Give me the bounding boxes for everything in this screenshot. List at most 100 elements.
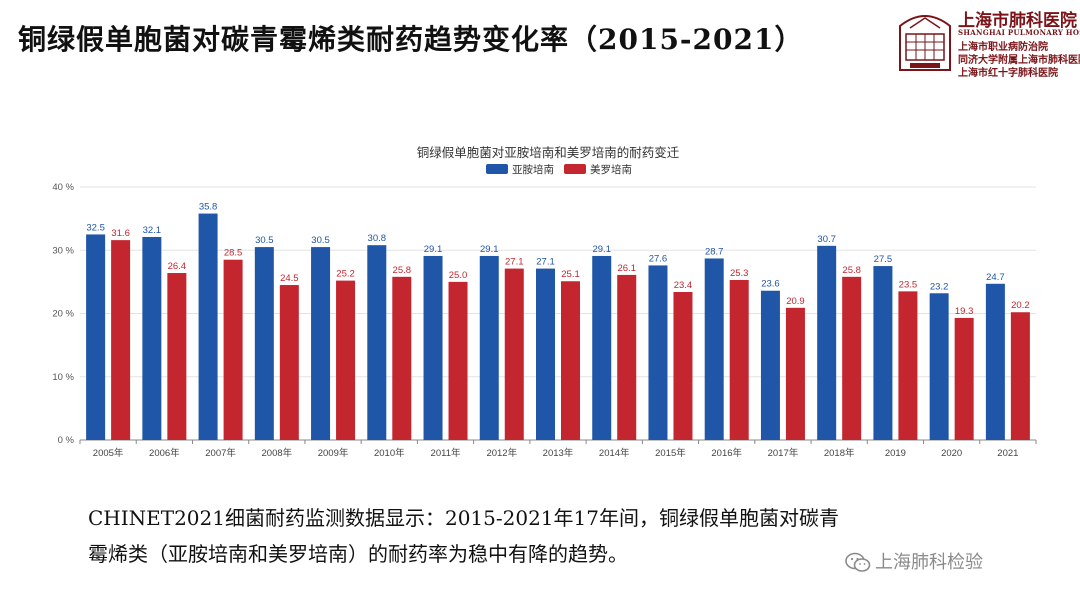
bar-meropenem: [279, 285, 299, 440]
x-tick-label: 2006年: [149, 447, 180, 459]
bar-meropenem: [448, 281, 468, 440]
bar-imipenem: [367, 245, 387, 440]
bar-imipenem: [311, 247, 331, 440]
bar-meropenem: [223, 259, 243, 440]
data-label: 32.5: [86, 222, 105, 233]
y-tick-label: 10 %: [52, 372, 74, 383]
bar-meropenem: [617, 274, 637, 440]
data-label: 31.6: [111, 228, 130, 239]
bar-imipenem: [704, 258, 724, 440]
data-label: 30.8: [368, 233, 387, 244]
legend-swatch-2: [564, 164, 586, 174]
data-label: 19.3: [955, 306, 974, 317]
bar-imipenem: [198, 213, 218, 440]
bar-imipenem: [985, 283, 1005, 440]
bar-meropenem: [954, 317, 974, 440]
data-label: 35.8: [199, 202, 218, 213]
bar-imipenem: [817, 245, 837, 440]
data-label: 27.1: [536, 257, 555, 268]
x-tick-label: 2013年: [543, 447, 574, 459]
x-tick-label: 2021: [997, 448, 1018, 459]
data-label: 25.2: [336, 269, 355, 280]
legend-label-2: 美罗培南: [590, 163, 632, 176]
watermark-text: 上海肺科检验: [875, 552, 983, 573]
data-label: 27.5: [874, 254, 893, 265]
y-tick-label: 40 %: [52, 182, 74, 193]
data-label: 20.9: [786, 296, 805, 307]
data-label: 23.5: [899, 279, 918, 290]
hospital-logo: 上海市肺科医院 SHANGHAI PULMONARY HOSPITAL 上海市职…: [896, 4, 1080, 79]
data-label: 25.0: [449, 270, 468, 281]
x-tick-label: 2018年: [824, 447, 855, 459]
bar-imipenem: [929, 293, 949, 440]
bar-imipenem: [536, 268, 555, 440]
x-tick-label: 2015年: [655, 447, 686, 459]
data-label: 27.1: [505, 257, 524, 268]
data-label: 25.3: [730, 268, 749, 279]
logo-name-cn: 上海市肺科医院: [958, 11, 1077, 31]
data-label: 23.6: [761, 279, 780, 290]
bar-meropenem: [673, 291, 693, 440]
bar-meropenem: [336, 280, 356, 440]
caption-line-1: CHINET2021细菌耐药监测数据显示：2015-2021年17年间，铜绿假单…: [88, 506, 839, 530]
bar-meropenem: [729, 279, 749, 440]
watermark: 上海肺科检验: [845, 548, 983, 574]
caption-line-2: 霉烯类（亚胺培南和美罗培南）的耐药率为稳中有降的趋势。: [88, 542, 628, 566]
bar-meropenem: [842, 276, 862, 440]
x-tick-label: 2019: [885, 448, 906, 459]
x-tick-label: 2009年: [318, 447, 349, 459]
logo-name-en: SHANGHAI PULMONARY HOSPITAL: [958, 28, 1080, 37]
wechat-icon: [845, 552, 871, 572]
bar-meropenem: [1010, 312, 1030, 440]
data-label: 26.1: [617, 263, 636, 274]
x-tick-label: 2010年: [374, 447, 405, 459]
y-tick-label: 20 %: [52, 309, 74, 320]
data-label: 26.4: [168, 261, 187, 272]
x-tick-label: 2008年: [262, 447, 293, 459]
data-label: 32.1: [143, 225, 162, 236]
data-label: 23.4: [674, 280, 693, 291]
x-tick-label: 2017年: [768, 447, 799, 459]
logo-line-2: 同济大学附属上海市肺科医院: [958, 55, 1080, 66]
bar-imipenem: [423, 255, 443, 440]
hospital-emblem-icon: [899, 15, 951, 71]
data-label: 25.1: [561, 269, 580, 280]
data-label: 30.5: [255, 235, 274, 246]
bar-imipenem: [760, 290, 780, 440]
data-label: 24.7: [986, 272, 1005, 283]
x-tick-label: 2020: [941, 448, 962, 459]
x-tick-label: 2014年: [599, 447, 630, 459]
slide-title: 铜绿假单胞菌对碳青霉烯类耐药趋势变化率（2015-2021）: [18, 23, 804, 56]
bar-imipenem: [142, 236, 162, 440]
caption: CHINET2021细菌耐药监测数据显示：2015-2021年17年间，铜绿假单…: [88, 500, 1048, 572]
bar-meropenem: [167, 273, 187, 440]
y-tick-label: 30 %: [52, 245, 74, 256]
bar-imipenem: [254, 247, 274, 440]
x-tick-label: 2005年: [93, 447, 124, 459]
bar-imipenem: [648, 265, 668, 440]
legend-swatch-1: [486, 164, 508, 174]
data-label: 29.1: [480, 244, 499, 255]
x-tick-label: 2016年: [711, 447, 742, 459]
data-label: 30.5: [311, 235, 330, 246]
data-label: 27.6: [649, 253, 668, 264]
bar-meropenem: [111, 240, 131, 440]
bar-meropenem: [504, 268, 524, 440]
bar-meropenem: [785, 307, 805, 440]
data-label: 20.2: [1011, 300, 1030, 311]
data-label: 25.8: [842, 265, 861, 276]
x-tick-label: 2011年: [431, 447, 461, 459]
chart-title: 铜绿假单胞菌对亚胺培南和美罗培南的耐药变迁: [417, 145, 680, 160]
data-label: 29.1: [592, 244, 611, 255]
data-label: 23.2: [930, 281, 949, 292]
bar-imipenem: [479, 255, 499, 440]
data-label: 24.5: [280, 273, 299, 284]
bar-meropenem: [392, 276, 412, 440]
data-label: 25.8: [393, 265, 412, 276]
bar-imipenem: [592, 255, 612, 440]
bar-imipenem: [873, 266, 893, 440]
x-tick-label: 2007年: [205, 447, 236, 459]
data-label: 30.7: [817, 234, 836, 245]
bar-meropenem: [898, 291, 918, 440]
